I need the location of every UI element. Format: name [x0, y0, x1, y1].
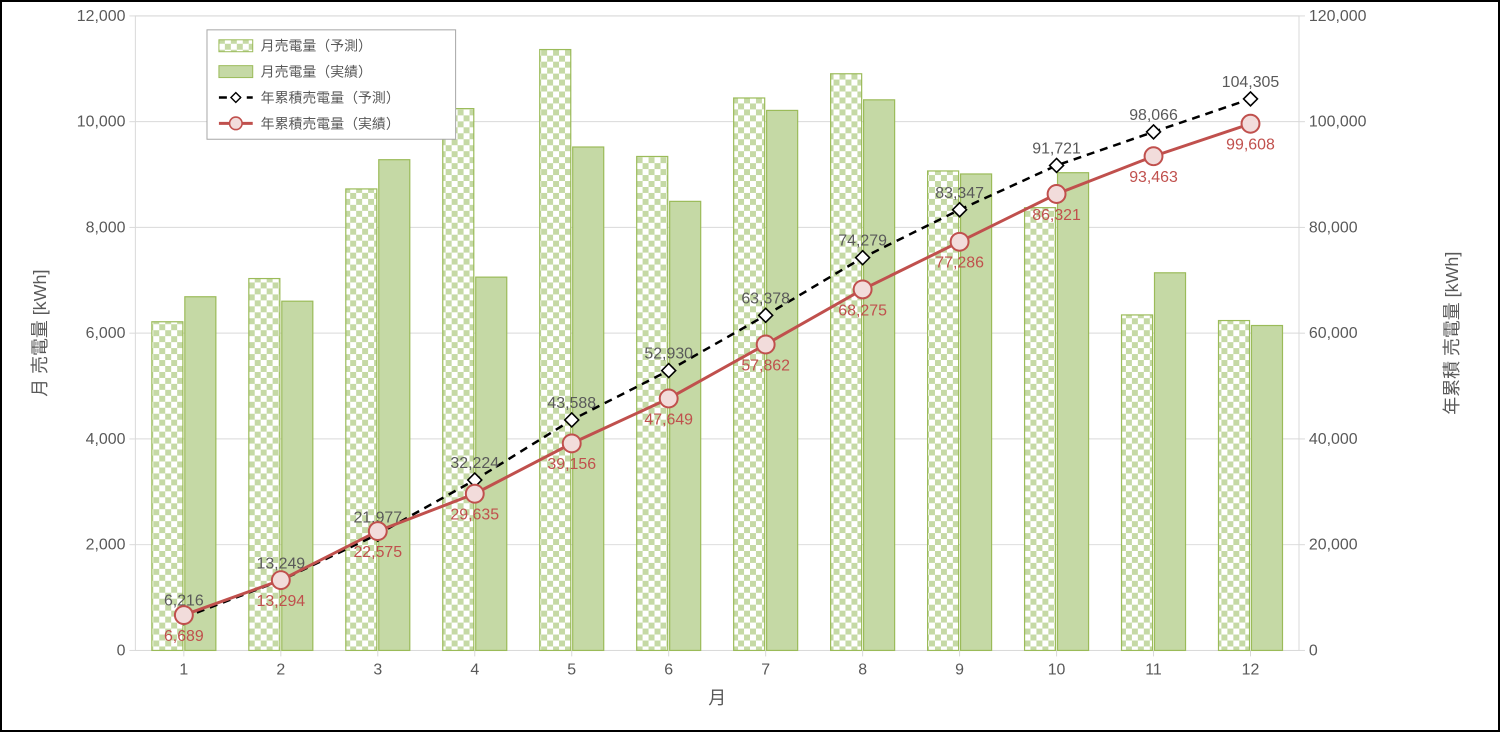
bar-monthly_actual — [1155, 273, 1186, 651]
marker-cumulative_actual — [1145, 147, 1163, 165]
bar-monthly_forecast — [831, 74, 862, 651]
data-label-cumulative_forecast: 98,066 — [1129, 107, 1178, 124]
marker-cumulative_actual — [369, 522, 387, 540]
bar-monthly_forecast — [1122, 315, 1153, 650]
bar-monthly_actual — [379, 160, 410, 651]
data-label-cumulative_actual: 47,649 — [644, 411, 693, 428]
y-left-tick-label: 0 — [117, 642, 126, 659]
data-label-cumulative_forecast: 52,930 — [644, 346, 693, 363]
chart-svg: 0 2,000 4,000 6,000 8,000 10,000 12,000 0 20,000… — [2, 2, 1498, 730]
marker-cumulative_actual — [660, 390, 678, 408]
y-left-tick-label: 12,000 — [77, 8, 126, 25]
marker-cumulative_actual — [563, 434, 581, 452]
data-label-cumulative_actual: 86,321 — [1032, 207, 1081, 224]
marker-cumulative_actual — [272, 571, 290, 589]
y-right-tick-label: 120,000 — [1309, 8, 1367, 25]
x-tick-label: 10 — [1048, 661, 1066, 678]
y-right-tick-label: 0 — [1309, 642, 1318, 659]
data-label-cumulative_actual: 29,635 — [450, 507, 499, 524]
data-label-cumulative_forecast: 74,279 — [838, 233, 887, 250]
x-tick-label: 3 — [373, 661, 382, 678]
data-label-cumulative_forecast: 32,224 — [450, 455, 499, 472]
marker-cumulative_actual — [1048, 185, 1066, 203]
legend-label: 月売電量（予測） — [261, 38, 372, 54]
data-label-cumulative_actual: 39,156 — [547, 456, 596, 473]
chart-container: 0 2,000 4,000 6,000 8,000 10,000 12,000 0 20,000… — [0, 0, 1500, 732]
legend-marker — [230, 117, 243, 130]
y-right-tick-label: 80,000 — [1309, 219, 1358, 236]
legend-label: 年累積売電量（実績） — [261, 115, 400, 131]
x-tick-label: 1 — [179, 661, 188, 678]
data-label-cumulative_actual: 6,689 — [164, 628, 204, 645]
y-left-tick-label: 6,000 — [86, 325, 126, 342]
legend-swatch — [219, 66, 253, 78]
x-tick-label: 11 — [1145, 661, 1162, 678]
legend-label: 年累積売電量（予測） — [261, 89, 400, 105]
x-tick-label: 6 — [664, 661, 673, 678]
bar-monthly_forecast — [1025, 208, 1056, 651]
data-label-cumulative_forecast: 43,588 — [547, 395, 596, 412]
data-label-cumulative_forecast: 63,378 — [741, 290, 790, 307]
data-label-cumulative_actual: 99,608 — [1226, 137, 1275, 154]
data-label-cumulative_forecast: 83,347 — [935, 185, 984, 202]
y-left-axis-title: 月 売電量 [kWh] — [30, 270, 50, 397]
marker-cumulative_actual — [757, 336, 775, 354]
x-tick-label: 12 — [1242, 661, 1260, 678]
y-right-tick-label: 40,000 — [1309, 431, 1358, 448]
marker-cumulative_actual — [951, 233, 969, 251]
data-label-cumulative_actual: 93,463 — [1129, 169, 1178, 186]
marker-cumulative_actual — [175, 606, 193, 624]
y-right-axis-title: 年累積 売電量 [kWh] — [1442, 252, 1462, 415]
data-label-cumulative_forecast: 104,305 — [1222, 74, 1280, 91]
bar-monthly_actual — [767, 110, 798, 650]
y-right-tick-label: 100,000 — [1309, 114, 1367, 131]
marker-cumulative_actual — [466, 485, 484, 503]
x-tick-label: 5 — [567, 661, 576, 678]
y-right-tick-label: 60,000 — [1309, 325, 1358, 342]
y-right-tick-label: 20,000 — [1309, 537, 1358, 554]
y-left-tick-label: 4,000 — [86, 431, 126, 448]
data-label-cumulative_actual: 13,294 — [256, 593, 305, 610]
x-tick-label: 7 — [761, 661, 770, 678]
marker-cumulative_actual — [854, 280, 872, 298]
legend-label: 月売電量（実績） — [261, 64, 372, 80]
bar-monthly_forecast — [346, 189, 377, 651]
marker-cumulative_actual — [1242, 115, 1260, 133]
bar-monthly_actual — [864, 100, 895, 651]
bar-monthly_forecast — [540, 50, 571, 651]
data-label-cumulative_actual: 22,575 — [353, 544, 402, 561]
data-label-cumulative_actual: 68,275 — [838, 302, 887, 319]
y-left-tick-label: 8,000 — [86, 219, 126, 236]
y-left-tick-label: 10,000 — [77, 114, 126, 131]
x-tick-label: 4 — [470, 661, 479, 678]
x-axis-title: 月 — [708, 688, 726, 708]
data-label-cumulative_actual: 57,862 — [741, 357, 790, 374]
bar-monthly_forecast — [1219, 321, 1250, 651]
x-tick-label: 2 — [276, 661, 285, 678]
data-label-cumulative_forecast: 91,721 — [1032, 141, 1081, 158]
bar-monthly_forecast — [443, 109, 474, 651]
x-tick-label: 8 — [858, 661, 867, 678]
x-tick-label: 9 — [955, 661, 964, 678]
bar-monthly_actual — [1058, 173, 1089, 651]
data-label-cumulative_actual: 77,286 — [935, 255, 984, 272]
legend-swatch — [219, 40, 253, 52]
y-left-tick-label: 2,000 — [86, 537, 126, 554]
bar-monthly_actual — [1251, 326, 1282, 651]
